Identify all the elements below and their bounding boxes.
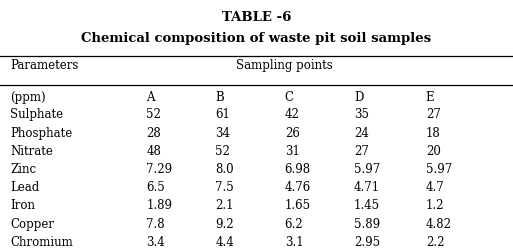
Text: 3.1: 3.1 [285,235,303,248]
Text: 8.0: 8.0 [215,162,234,175]
Text: 7.5: 7.5 [215,180,234,194]
Text: 2.1: 2.1 [215,199,234,212]
Text: 4.82: 4.82 [426,217,452,230]
Text: 1.2: 1.2 [426,199,444,212]
Text: 6.5: 6.5 [146,180,165,194]
Text: Nitrate: Nitrate [10,144,53,157]
Text: 4.4: 4.4 [215,235,234,248]
Text: Sulphate: Sulphate [10,108,64,121]
Text: 26: 26 [285,126,300,139]
Text: 35: 35 [354,108,369,121]
Text: 6.2: 6.2 [285,217,303,230]
Text: Parameters: Parameters [10,59,78,72]
Text: 28: 28 [146,126,161,139]
Text: Chemical composition of waste pit soil samples: Chemical composition of waste pit soil s… [82,32,431,44]
Text: Lead: Lead [10,180,40,194]
Text: 5.89: 5.89 [354,217,380,230]
Text: 4.71: 4.71 [354,180,380,194]
Text: 6.98: 6.98 [285,162,311,175]
Text: 31: 31 [285,144,300,157]
Text: 20: 20 [426,144,441,157]
Text: 61: 61 [215,108,230,121]
Text: 1.45: 1.45 [354,199,380,212]
Text: 52: 52 [146,108,161,121]
Text: Chromium: Chromium [10,235,73,248]
Text: 48: 48 [146,144,161,157]
Text: 27: 27 [354,144,369,157]
Text: 5.97: 5.97 [354,162,380,175]
Text: 1.89: 1.89 [146,199,172,212]
Text: Phosphate: Phosphate [10,126,72,139]
Text: 7.29: 7.29 [146,162,172,175]
Text: 7.8: 7.8 [146,217,165,230]
Text: TABLE -6: TABLE -6 [222,11,291,24]
Text: 2.95: 2.95 [354,235,380,248]
Text: 34: 34 [215,126,230,139]
Text: 52: 52 [215,144,230,157]
Text: Sampling points: Sampling points [236,59,333,72]
Text: 42: 42 [285,108,300,121]
Text: C: C [285,91,294,104]
Text: Copper: Copper [10,217,54,230]
Text: Zinc: Zinc [10,162,36,175]
Text: Iron: Iron [10,199,35,212]
Text: 18: 18 [426,126,441,139]
Text: 4.76: 4.76 [285,180,311,194]
Text: 27: 27 [426,108,441,121]
Text: 9.2: 9.2 [215,217,234,230]
Text: B: B [215,91,224,104]
Text: 2.2: 2.2 [426,235,444,248]
Text: (ppm): (ppm) [10,91,46,104]
Text: E: E [426,91,435,104]
Text: 3.4: 3.4 [146,235,165,248]
Text: 4.7: 4.7 [426,180,445,194]
Text: D: D [354,91,363,104]
Text: 1.65: 1.65 [285,199,311,212]
Text: 24: 24 [354,126,369,139]
Text: 5.97: 5.97 [426,162,452,175]
Text: A: A [146,91,155,104]
